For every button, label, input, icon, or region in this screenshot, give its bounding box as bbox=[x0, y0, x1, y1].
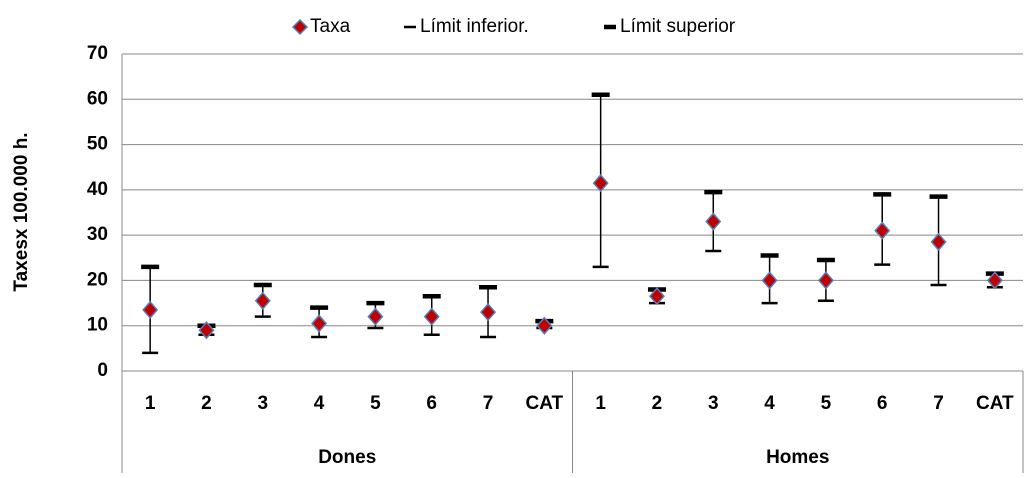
rate-marker bbox=[817, 271, 834, 290]
rate-marker bbox=[761, 271, 778, 290]
x-tick-label: 1 bbox=[145, 393, 156, 414]
y-axis-title: Taxesx 100.000 h. bbox=[11, 132, 32, 291]
rate-marker bbox=[648, 287, 665, 306]
x-tick-label: 2 bbox=[652, 393, 663, 414]
x-tick-label: 4 bbox=[314, 393, 325, 414]
y-tick-label: 30 bbox=[87, 224, 108, 245]
rate-marker bbox=[198, 321, 215, 340]
rate-marker bbox=[930, 232, 947, 252]
group-label: Homes bbox=[766, 447, 829, 468]
y-tick-label: 60 bbox=[87, 88, 108, 109]
rate-marker bbox=[254, 291, 271, 310]
group-label: Dones bbox=[318, 447, 376, 468]
legend-symbol bbox=[291, 18, 309, 36]
rate-marker bbox=[592, 173, 609, 193]
x-tick-label: CAT bbox=[526, 393, 564, 414]
x-tick-label: 6 bbox=[426, 393, 437, 414]
x-tick-label: 2 bbox=[201, 393, 212, 414]
y-tick-label: 10 bbox=[87, 315, 108, 336]
rate-marker bbox=[705, 212, 722, 231]
y-tick-label: 20 bbox=[87, 269, 108, 290]
rate-marker bbox=[142, 300, 159, 320]
x-tick-label: 7 bbox=[483, 393, 494, 414]
x-tick-label: 4 bbox=[764, 393, 775, 414]
x-tick-label: 5 bbox=[370, 393, 381, 414]
y-tick-label: 40 bbox=[87, 179, 108, 200]
x-tick-label: 6 bbox=[877, 393, 888, 414]
legend-label: Límit inferior. bbox=[420, 16, 529, 37]
rate-marker bbox=[986, 271, 1003, 290]
x-tick-label: 1 bbox=[595, 393, 606, 414]
y-tick-label: 0 bbox=[97, 360, 108, 381]
rate-marker bbox=[423, 307, 440, 326]
rate-marker bbox=[536, 316, 553, 335]
rate-marker bbox=[311, 314, 328, 333]
rate-marker bbox=[480, 302, 497, 322]
x-tick-label: CAT bbox=[976, 393, 1014, 414]
x-tick-label: 7 bbox=[933, 393, 944, 414]
legend-label: Taxa bbox=[310, 16, 351, 37]
x-tick-label: 3 bbox=[708, 393, 719, 414]
legend-label: Límit superior bbox=[620, 16, 736, 37]
rate-marker bbox=[367, 307, 384, 326]
y-tick-label: 50 bbox=[87, 134, 108, 155]
x-tick-label: 3 bbox=[257, 393, 268, 414]
x-tick-label: 5 bbox=[821, 393, 832, 414]
rate-marker bbox=[874, 221, 891, 240]
y-tick-label: 70 bbox=[87, 43, 108, 64]
